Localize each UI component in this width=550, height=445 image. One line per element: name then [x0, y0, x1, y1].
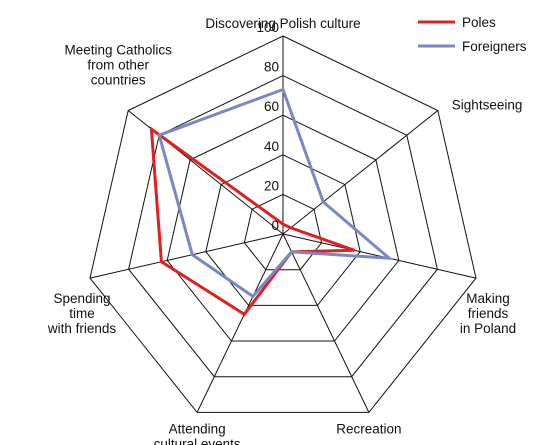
- legend-label-foreigners: Foreigners: [462, 39, 527, 54]
- grid-ring: [89, 35, 477, 413]
- grid-spoke: [282, 233, 477, 279]
- grid-ring: [243, 193, 323, 271]
- category-label: Making friends in Poland: [460, 291, 516, 336]
- category-label: Sightseeing: [452, 98, 523, 113]
- tick-label: 0: [271, 218, 279, 233]
- tick-label: 80: [264, 60, 279, 75]
- grid-spoke: [89, 233, 284, 279]
- category-labels: Discovering Polish culture Sightseeing Mak…: [47, 16, 523, 445]
- category-label: Recreation: [336, 421, 401, 436]
- grid-spoke: [282, 233, 370, 413]
- grid-ring: [166, 114, 400, 342]
- category-label: Spending time with friends: [47, 291, 117, 336]
- tick-label: 20: [264, 178, 279, 193]
- radar-series: [149, 87, 394, 317]
- legend-label-poles: Poles: [462, 15, 496, 30]
- category-label: Attending cultural events: [154, 421, 241, 445]
- legend: Poles Foreigners: [418, 15, 527, 54]
- tick-label: 60: [264, 99, 279, 114]
- grid-ring: [205, 154, 361, 306]
- series-line-foreigners: [157, 87, 394, 299]
- tick-label: 40: [264, 139, 279, 154]
- category-label: Meeting Catholics from other countries: [65, 43, 173, 88]
- grid-spoke: [196, 233, 284, 413]
- radial-tick-labels: 0 20 40 60 80 100: [256, 20, 279, 233]
- grid-spoke: [282, 110, 439, 235]
- series-line-poles: [149, 125, 355, 317]
- category-label: Discovering Polish culture: [205, 16, 360, 31]
- tick-label: 100: [256, 20, 279, 35]
